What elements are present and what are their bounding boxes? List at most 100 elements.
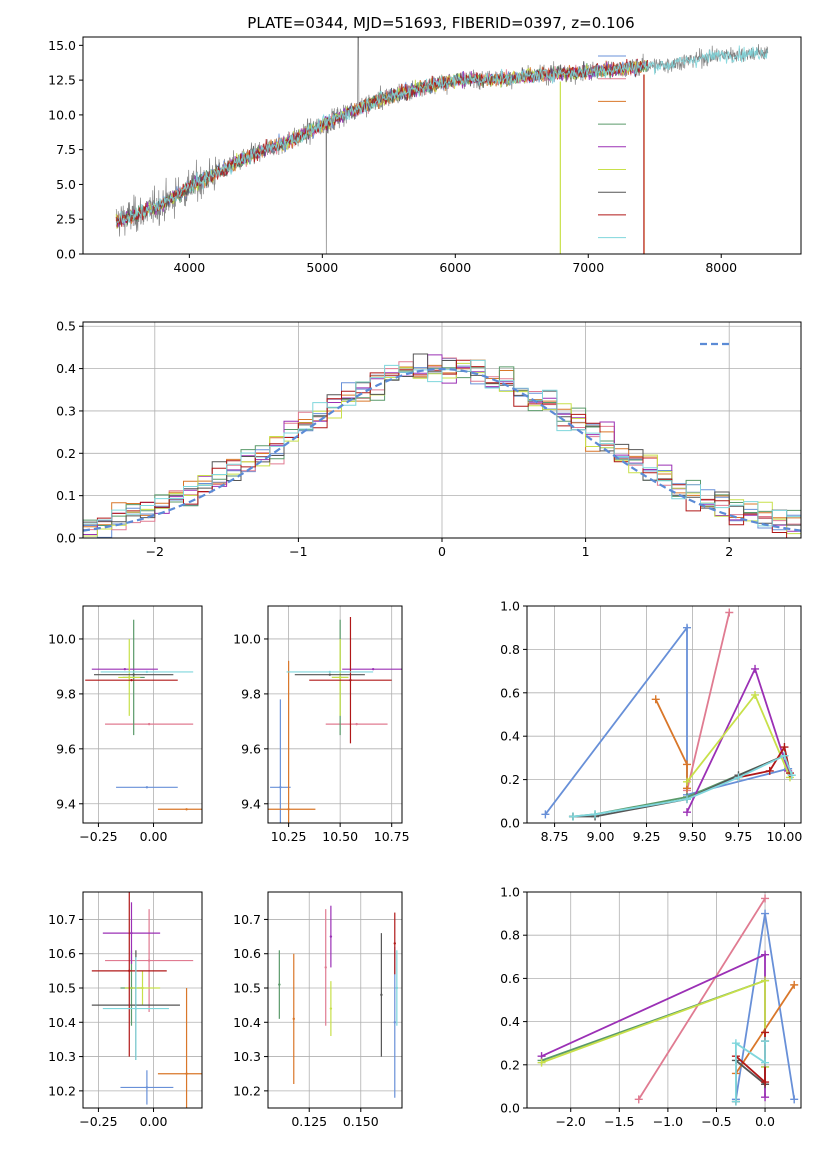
data-point (134, 1007, 138, 1010)
data-point (147, 959, 151, 962)
x-tick-label: 0.150 (343, 1114, 379, 1129)
plot-area (278, 905, 399, 1098)
panel-mass_vs_ebv: 0.125 0.150 10.2 10.3 10.4 10.5 10.6 10.7 (233, 891, 403, 1129)
weight-line (686, 612, 731, 791)
panel-residuals: −2 −1 0 1 2 0.0 0.1 0.2 0.3 0.4 0.5 (56, 319, 802, 559)
y-tick-label: 9.6 (241, 741, 261, 756)
y-tick-label: 0.2 (500, 772, 520, 787)
y-tick-label: 0.0 (56, 531, 76, 546)
plus-marker (568, 812, 577, 821)
y-tick-label: 0.2 (56, 446, 76, 461)
y-tick-label: 10.4 (233, 1015, 261, 1030)
gaussian-curve (83, 367, 801, 532)
panel-spectrum: 4000 5000 6000 7000 8000 0.0 2.5 5.0 7.5 10.0 12.5… (48, 36, 802, 275)
y-tick-label: 0.6 (500, 971, 520, 986)
x-tick-label: 9.25 (633, 829, 661, 844)
weight-line (573, 754, 785, 818)
plus-marker (761, 894, 770, 903)
x-tick-label: 9.00 (587, 829, 615, 844)
data-point (380, 993, 383, 997)
plus-marker (751, 690, 760, 699)
y-tick-label: 5.0 (56, 177, 76, 192)
y-tick-label: 10.5 (233, 981, 261, 996)
plus-marker (537, 1058, 546, 1067)
plus-marker (682, 623, 691, 632)
plus-marker (761, 950, 770, 959)
x-tick-label: −0.25 (79, 829, 117, 844)
y-tick-label: 10.0 (48, 107, 76, 122)
plus-marker (761, 1028, 770, 1037)
axes-frame (526, 891, 802, 1109)
plus-marker (682, 795, 691, 804)
data-point (128, 969, 131, 973)
x-tick-label: −2 (146, 544, 164, 559)
y-tick-label: 15.0 (48, 38, 76, 53)
y-tick-label: 9.6 (56, 741, 76, 756)
y-tick-label: 10.0 (233, 631, 261, 646)
plus-marker (682, 760, 691, 769)
data-point (393, 942, 396, 945)
x-tick-label: 10.00 (767, 829, 803, 844)
y-tick-label: 10.2 (233, 1083, 261, 1098)
x-tick-label: −0.5 (701, 1114, 731, 1129)
data-point (279, 786, 282, 789)
plus-marker (541, 810, 550, 819)
y-tick-label: 10.3 (233, 1049, 261, 1064)
y-tick-label: 10.0 (48, 631, 76, 646)
y-tick-label: 10.3 (48, 1049, 76, 1064)
panel-weight_vs_Z: −2.0 −1.5 −1.0 −0.5 0.0 0.0 0.2 0.4 0.6 0.8 1.0 (500, 885, 802, 1129)
weight-line (637, 898, 766, 1100)
x-tick-label: 5000 (306, 260, 338, 275)
model-line (115, 61, 648, 225)
data-point (328, 670, 332, 674)
plus-marker (780, 743, 789, 752)
y-tick-label: 0.8 (500, 642, 520, 657)
y-tick-label: 0.4 (500, 1014, 520, 1029)
y-tick-label: 0.0 (56, 247, 76, 262)
data-point (338, 676, 342, 679)
plus-marker (682, 808, 691, 817)
data-point (132, 673, 135, 676)
data-point (287, 808, 290, 811)
y-tick-label: 12.5 (48, 73, 76, 88)
x-tick-label: 10.25 (271, 829, 307, 844)
x-tick-label: 6000 (439, 260, 471, 275)
plus-marker (751, 664, 760, 673)
model-line (115, 45, 768, 226)
x-tick-label: −1.0 (653, 1114, 683, 1129)
plot-area (83, 353, 801, 538)
plot-area (268, 616, 402, 823)
data-point (349, 678, 352, 682)
plus-marker (790, 1095, 799, 1104)
x-tick-label: 0.0 (755, 1114, 775, 1129)
axes-frame (267, 605, 403, 824)
y-tick-label: 9.8 (241, 686, 261, 701)
plus-marker (790, 980, 799, 989)
model-line (115, 60, 649, 226)
x-tick-label: 1 (582, 544, 590, 559)
model-line (115, 58, 649, 228)
plus-marker (731, 1097, 740, 1106)
x-tick-label: −1.5 (604, 1114, 634, 1129)
weight-line (544, 625, 789, 815)
model-line (115, 60, 649, 226)
y-tick-label: 0.8 (500, 928, 520, 943)
data-point (328, 673, 332, 676)
y-tick-label: 10.5 (48, 981, 76, 996)
x-tick-label: 2 (725, 544, 733, 559)
histogram-series (83, 359, 801, 527)
y-tick-label: 0.6 (500, 685, 520, 700)
plus-marker (634, 1095, 643, 1104)
plus-marker (765, 766, 774, 775)
y-tick-label: 1.0 (500, 599, 520, 614)
data-point (185, 1072, 188, 1075)
data-point (123, 667, 127, 671)
plus-marker (761, 1058, 770, 1067)
panel-weight_vs_age: 8.75 9.00 9.25 9.50 9.75 10.00 0.0 0.2 0.4 0.6 0.8… (500, 599, 802, 845)
weight-line (654, 698, 688, 789)
data-point (130, 678, 133, 682)
y-tick-label: 0.1 (56, 488, 76, 503)
data-point (145, 1086, 149, 1089)
x-tick-label: 9.50 (679, 829, 707, 844)
